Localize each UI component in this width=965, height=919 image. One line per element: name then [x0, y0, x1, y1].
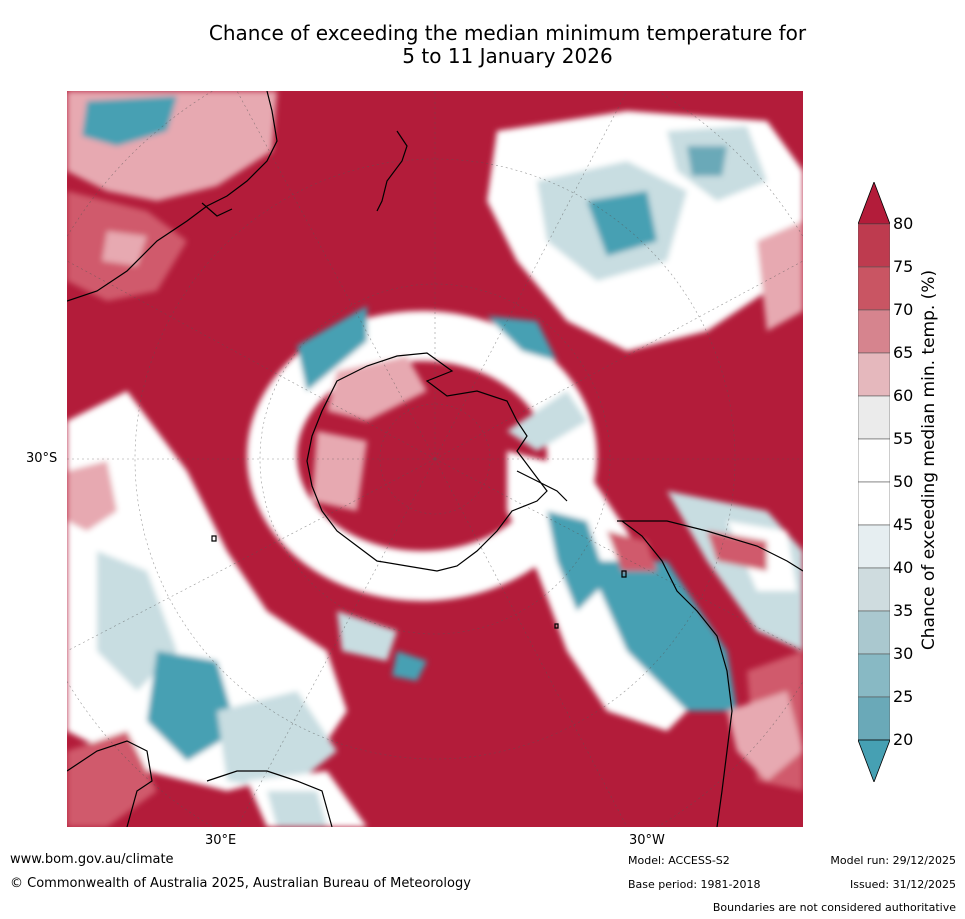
lat-label-30s: 30°S — [26, 451, 58, 466]
colorbar-band — [858, 610, 890, 655]
coastlines — [67, 91, 803, 827]
lon-label-30w: 30°W — [629, 833, 665, 848]
colorbar-tick-label: 65 — [893, 343, 914, 362]
colorbar-extend-top — [858, 182, 890, 225]
colorbar-tick-label: 50 — [893, 472, 914, 491]
map-canvas — [67, 91, 803, 827]
colorbar-band — [858, 309, 890, 354]
colorbar-tick-label: 20 — [893, 730, 914, 749]
colorbar-title: Chance of exceeding median min. temp. (%… — [919, 269, 939, 651]
colorbar-tick-label: 45 — [893, 515, 914, 534]
colorbar-tick-label: 30 — [893, 644, 914, 663]
colorbar-band — [858, 395, 890, 440]
colorbar-band — [858, 352, 890, 397]
lon-label-30e: 30°E — [205, 833, 237, 848]
graticule — [67, 91, 803, 827]
colorbar-band — [858, 567, 890, 612]
footer-copyright: © Commonwealth of Australia 2025, Austra… — [10, 876, 471, 891]
footer-model: Model: ACCESS-S2 — [628, 854, 730, 867]
colorbar-band — [858, 438, 890, 483]
title-line-2: 5 to 11 January 2026 — [402, 44, 613, 68]
colorbar-tick-label: 40 — [893, 558, 914, 577]
colorbar-tick-label: 75 — [893, 257, 914, 276]
chart-title: Chance of exceeding the median minimum t… — [0, 22, 965, 68]
colorbar-band — [858, 223, 890, 268]
title-line-1: Chance of exceeding the median minimum t… — [208, 21, 807, 45]
colorbar-bands — [858, 182, 890, 782]
colorbar-band — [858, 696, 890, 741]
probability-shading — [67, 91, 803, 827]
colorbar-tick-label: 35 — [893, 601, 914, 620]
footer-issued: Issued: 31/12/2025 — [849, 878, 956, 891]
footer-model-run: Model run: 29/12/2025 — [830, 854, 956, 867]
footer-url[interactable]: www.bom.gov.au/climate — [10, 852, 174, 867]
colorbar-band — [858, 266, 890, 311]
colorbar-extend-bottom — [858, 739, 890, 782]
colorbar-tick-label: 60 — [893, 386, 914, 405]
colorbar-tick-label: 70 — [893, 300, 914, 319]
colorbar-band — [858, 653, 890, 698]
colorbar-band — [858, 481, 890, 526]
colorbar-tick-label: 80 — [893, 214, 914, 233]
footer-base-period: Base period: 1981-2018 — [628, 878, 761, 891]
footer-disclaimer: Boundaries are not considered authoritat… — [712, 901, 956, 914]
colorbar-tick-label: 25 — [893, 687, 914, 706]
colorbar-band — [858, 524, 890, 569]
colorbar-tick-label: 55 — [893, 429, 914, 448]
colorbar — [858, 182, 890, 782]
probability-map[interactable] — [67, 91, 803, 827]
